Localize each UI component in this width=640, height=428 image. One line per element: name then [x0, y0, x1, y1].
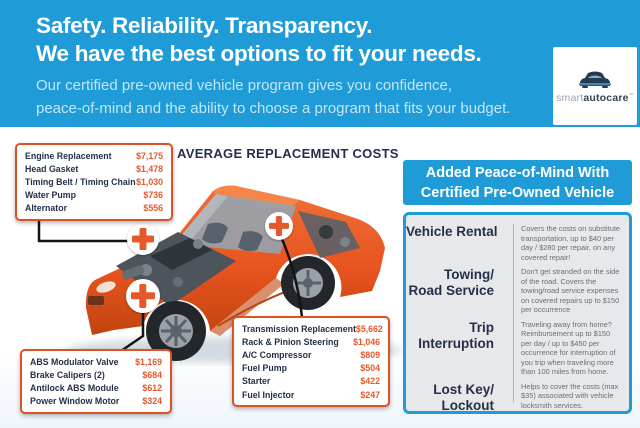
banner-heading-line2: We have the best options to fit your nee…: [36, 41, 482, 66]
benefit-title-line: Interruption: [418, 335, 494, 351]
cost-value: $7,175: [136, 150, 163, 161]
cost-value: $684: [142, 369, 162, 380]
benefit-title-line: Towing/: [444, 267, 494, 282]
cost-label: Power Window Motor: [30, 396, 120, 407]
banner-subtext-line1: Our certified pre-owned vehicle program …: [36, 77, 453, 94]
benefit-row-lost-key-lockout: Lost Key/ Lockout Helps to cover the cos…: [406, 381, 621, 413]
cost-value: $1,046: [353, 336, 380, 347]
panel-header-line2: Certified Pre-Owned Vehicle: [420, 184, 615, 201]
logo-word-autocare: autocare: [583, 91, 629, 104]
banner-heading: Safety. Reliability. Transparency. We ha…: [36, 12, 482, 68]
table-row: A/C Compressor $809: [242, 348, 380, 361]
benefit-description: Don't get stranded on the side of the ro…: [521, 267, 620, 314]
benefit-title-line: Road Service: [408, 283, 494, 298]
table-row: Transmission Replacement $5,662: [242, 322, 383, 335]
cost-value: $809: [360, 349, 380, 360]
section-title: AVERAGE REPLACEMENT COSTS: [177, 146, 399, 161]
banner-subtext: Our certified pre-owned vehicle program …: [36, 74, 510, 120]
table-row: Engine Replacement $7,175: [25, 149, 163, 162]
cost-label: Timing Belt / Timing Chain: [25, 176, 136, 187]
table-row: Starter $422: [242, 375, 380, 388]
cost-label: Starter: [242, 376, 271, 387]
cost-value: $422: [360, 376, 380, 387]
table-row: Head Gasket $1,478: [25, 162, 163, 175]
car-headlight: [96, 281, 116, 293]
cost-value: $324: [142, 396, 162, 407]
table-row: Alternator $556: [25, 202, 163, 215]
cost-value: $5,662: [355, 323, 383, 334]
brand-logo: smartautocare™: [553, 47, 637, 125]
benefit-row-towing-road-service: Towing/ Road Service Don't get stranded …: [406, 267, 621, 315]
cost-label: Transmission Replacement: [242, 323, 356, 334]
benefit-title-line: Lost Key/: [433, 381, 494, 397]
benefit-title: Lost Key/ Lockout: [406, 381, 505, 413]
car-front-wheel: [146, 301, 206, 361]
cost-value: $556: [143, 203, 163, 214]
cost-value: $736: [143, 190, 163, 201]
cost-value: $1,169: [135, 356, 162, 367]
table-row: Brake Calipers (2) $684: [30, 368, 162, 381]
cost-table-drivetrain: Transmission Replacement $5,662 Rack & P…: [232, 316, 390, 408]
banner-subtext-line2: peace-of-mind and the ability to choose …: [36, 100, 511, 117]
benefit-description: Covers the costs on substitute transport…: [521, 224, 621, 262]
cost-value: $504: [360, 363, 380, 374]
panel-divider: [513, 224, 514, 402]
cost-label: ABS Modulator Valve: [30, 356, 119, 367]
table-row: Fuel Pump $504: [242, 362, 380, 375]
panel-header-line1: Added Peace-of-Mind With: [425, 164, 610, 181]
table-row: Antilock ABS Module $612: [30, 381, 162, 394]
benefit-title: Vehicle Rental: [406, 224, 505, 240]
cost-label: Brake Calipers (2): [30, 369, 105, 380]
logo-trademark: ™: [628, 92, 634, 98]
table-row: Power Window Motor $324: [30, 395, 162, 408]
benefit-title: Trip Interruption: [406, 320, 505, 352]
car-rear-wheel: [281, 256, 335, 310]
cost-label: Alternator: [25, 203, 68, 214]
cost-value: $1,030: [136, 176, 163, 187]
benefits-panel-header: Added Peace-of-Mind With Certified Pre-O…: [403, 160, 632, 205]
benefits-panel: Vehicle Rental Covers the costs on subst…: [403, 212, 632, 414]
table-row: Rack & Pinion Steering $1,046: [242, 335, 380, 348]
car-grille: [88, 296, 104, 305]
cost-label: Water Pump: [25, 190, 76, 201]
cost-value: $1,478: [136, 163, 163, 174]
cost-label: Fuel Injector: [242, 389, 295, 400]
benefit-description: Traveling away from home? Reimbursement …: [521, 319, 616, 377]
cost-table-brakes-electrical: ABS Modulator Valve $1,169 Brake Caliper…: [20, 349, 172, 414]
logo-wordmark: smartautocare™: [556, 92, 634, 104]
cost-label: A/C Compressor: [242, 349, 312, 360]
benefit-title: Towing/ Road Service: [406, 267, 505, 299]
table-row: Timing Belt / Timing Chain $1,030: [25, 175, 163, 188]
cost-value: $612: [142, 382, 162, 393]
cost-label: Fuel Pump: [242, 363, 287, 374]
benefit-row-trip-interruption: Trip Interruption Traveling away from ho…: [406, 320, 621, 377]
cost-value: $247: [360, 389, 380, 400]
cost-label: Engine Replacement: [25, 150, 112, 161]
table-row: ABS Modulator Valve $1,169: [30, 355, 162, 368]
coverage-marker-plus-icon: [126, 279, 160, 313]
logo-word-smart: smart: [556, 91, 584, 104]
benefit-row-vehicle-rental: Vehicle Rental Covers the costs on subst…: [406, 224, 621, 262]
top-banner: Safety. Reliability. Transparency. We ha…: [0, 0, 640, 127]
cost-label: Rack & Pinion Steering: [242, 336, 339, 347]
cost-table-engine: Engine Replacement $7,175 Head Gasket $1…: [15, 143, 173, 221]
coverage-marker-plus-icon: [127, 223, 159, 255]
benefit-title-line: Trip: [469, 319, 494, 335]
benefit-title-line: Vehicle Rental: [406, 224, 498, 239]
table-row: Water Pump $736: [25, 189, 163, 202]
benefit-description: Helps to cover the costs (max $35) assoc…: [521, 381, 619, 410]
cost-label: Antilock ABS Module: [30, 382, 119, 393]
table-row: Fuel Injector $247: [242, 388, 380, 401]
banner-heading-line1: Safety. Reliability. Transparency.: [36, 13, 373, 38]
coverage-marker-plus-icon: [265, 212, 293, 240]
benefit-title-line: Lockout: [441, 397, 495, 413]
cost-label: Head Gasket: [25, 163, 79, 174]
logo-car-icon: [579, 71, 611, 88]
